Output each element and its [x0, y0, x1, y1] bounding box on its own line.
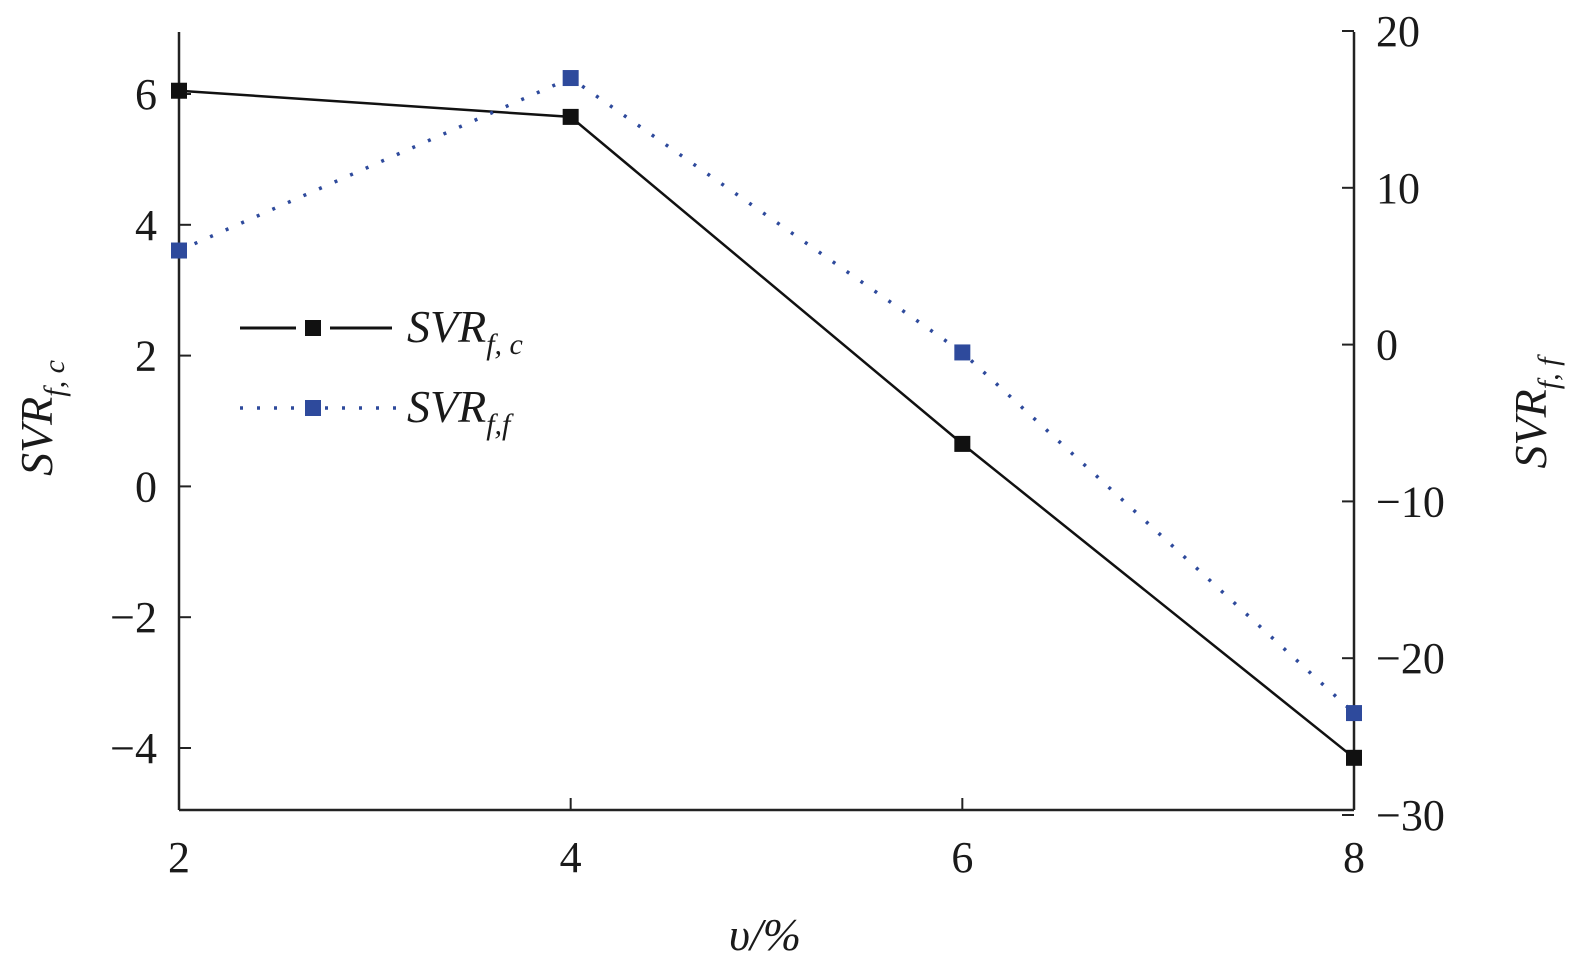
left-tick-label: 4 [135, 201, 157, 250]
legend-label-1: SVRf, c [407, 301, 523, 361]
series-point-2 [171, 242, 187, 259]
x-axis-ticks: 2 4 6 8 [168, 798, 1365, 882]
series-point-1 [1346, 749, 1362, 766]
legend: SVRf, c SVRf,f [240, 301, 523, 441]
left-tick-label: −2 [110, 593, 157, 642]
left-tick-label: 6 [135, 70, 157, 119]
legend-label-2: SVRf,f [407, 381, 514, 441]
right-tick-label: −10 [1376, 477, 1445, 526]
plot-frame [177, 32, 1356, 812]
right-tick-label: 10 [1376, 164, 1420, 213]
right-axis-label: SVRf, f [1505, 354, 1565, 469]
left-axis-ticks: −4 −2 0 2 4 6 [110, 70, 191, 773]
legend-marker-1 [305, 320, 321, 336]
series-point-2 [1346, 705, 1362, 722]
x-axis-label: υ/% [729, 909, 801, 960]
left-tick-label: −4 [110, 724, 157, 773]
series-point-1 [171, 82, 187, 99]
right-tick-label: −30 [1376, 791, 1445, 840]
x-tick-label: 2 [168, 833, 190, 882]
left-axis-label: SVRf, c [11, 360, 71, 476]
series-point-2 [562, 70, 579, 87]
series-layer [171, 70, 1362, 766]
series-point-2 [954, 344, 971, 361]
x-tick-label: 6 [951, 833, 973, 882]
series-point-1 [954, 435, 971, 452]
right-tick-label: −20 [1376, 634, 1445, 683]
right-tick-label: 0 [1376, 321, 1398, 370]
right-tick-label: 20 [1376, 7, 1420, 56]
legend-marker-2 [305, 400, 321, 416]
series-point-1 [562, 108, 579, 125]
right-axis-ticks: −30 −20 −10 0 10 20 [1342, 7, 1445, 840]
left-tick-label: 2 [135, 332, 157, 381]
x-tick-label: 8 [1343, 833, 1365, 882]
left-tick-label: 0 [135, 462, 157, 511]
x-tick-label: 4 [560, 833, 582, 882]
series-line-1 [178, 89, 1355, 759]
